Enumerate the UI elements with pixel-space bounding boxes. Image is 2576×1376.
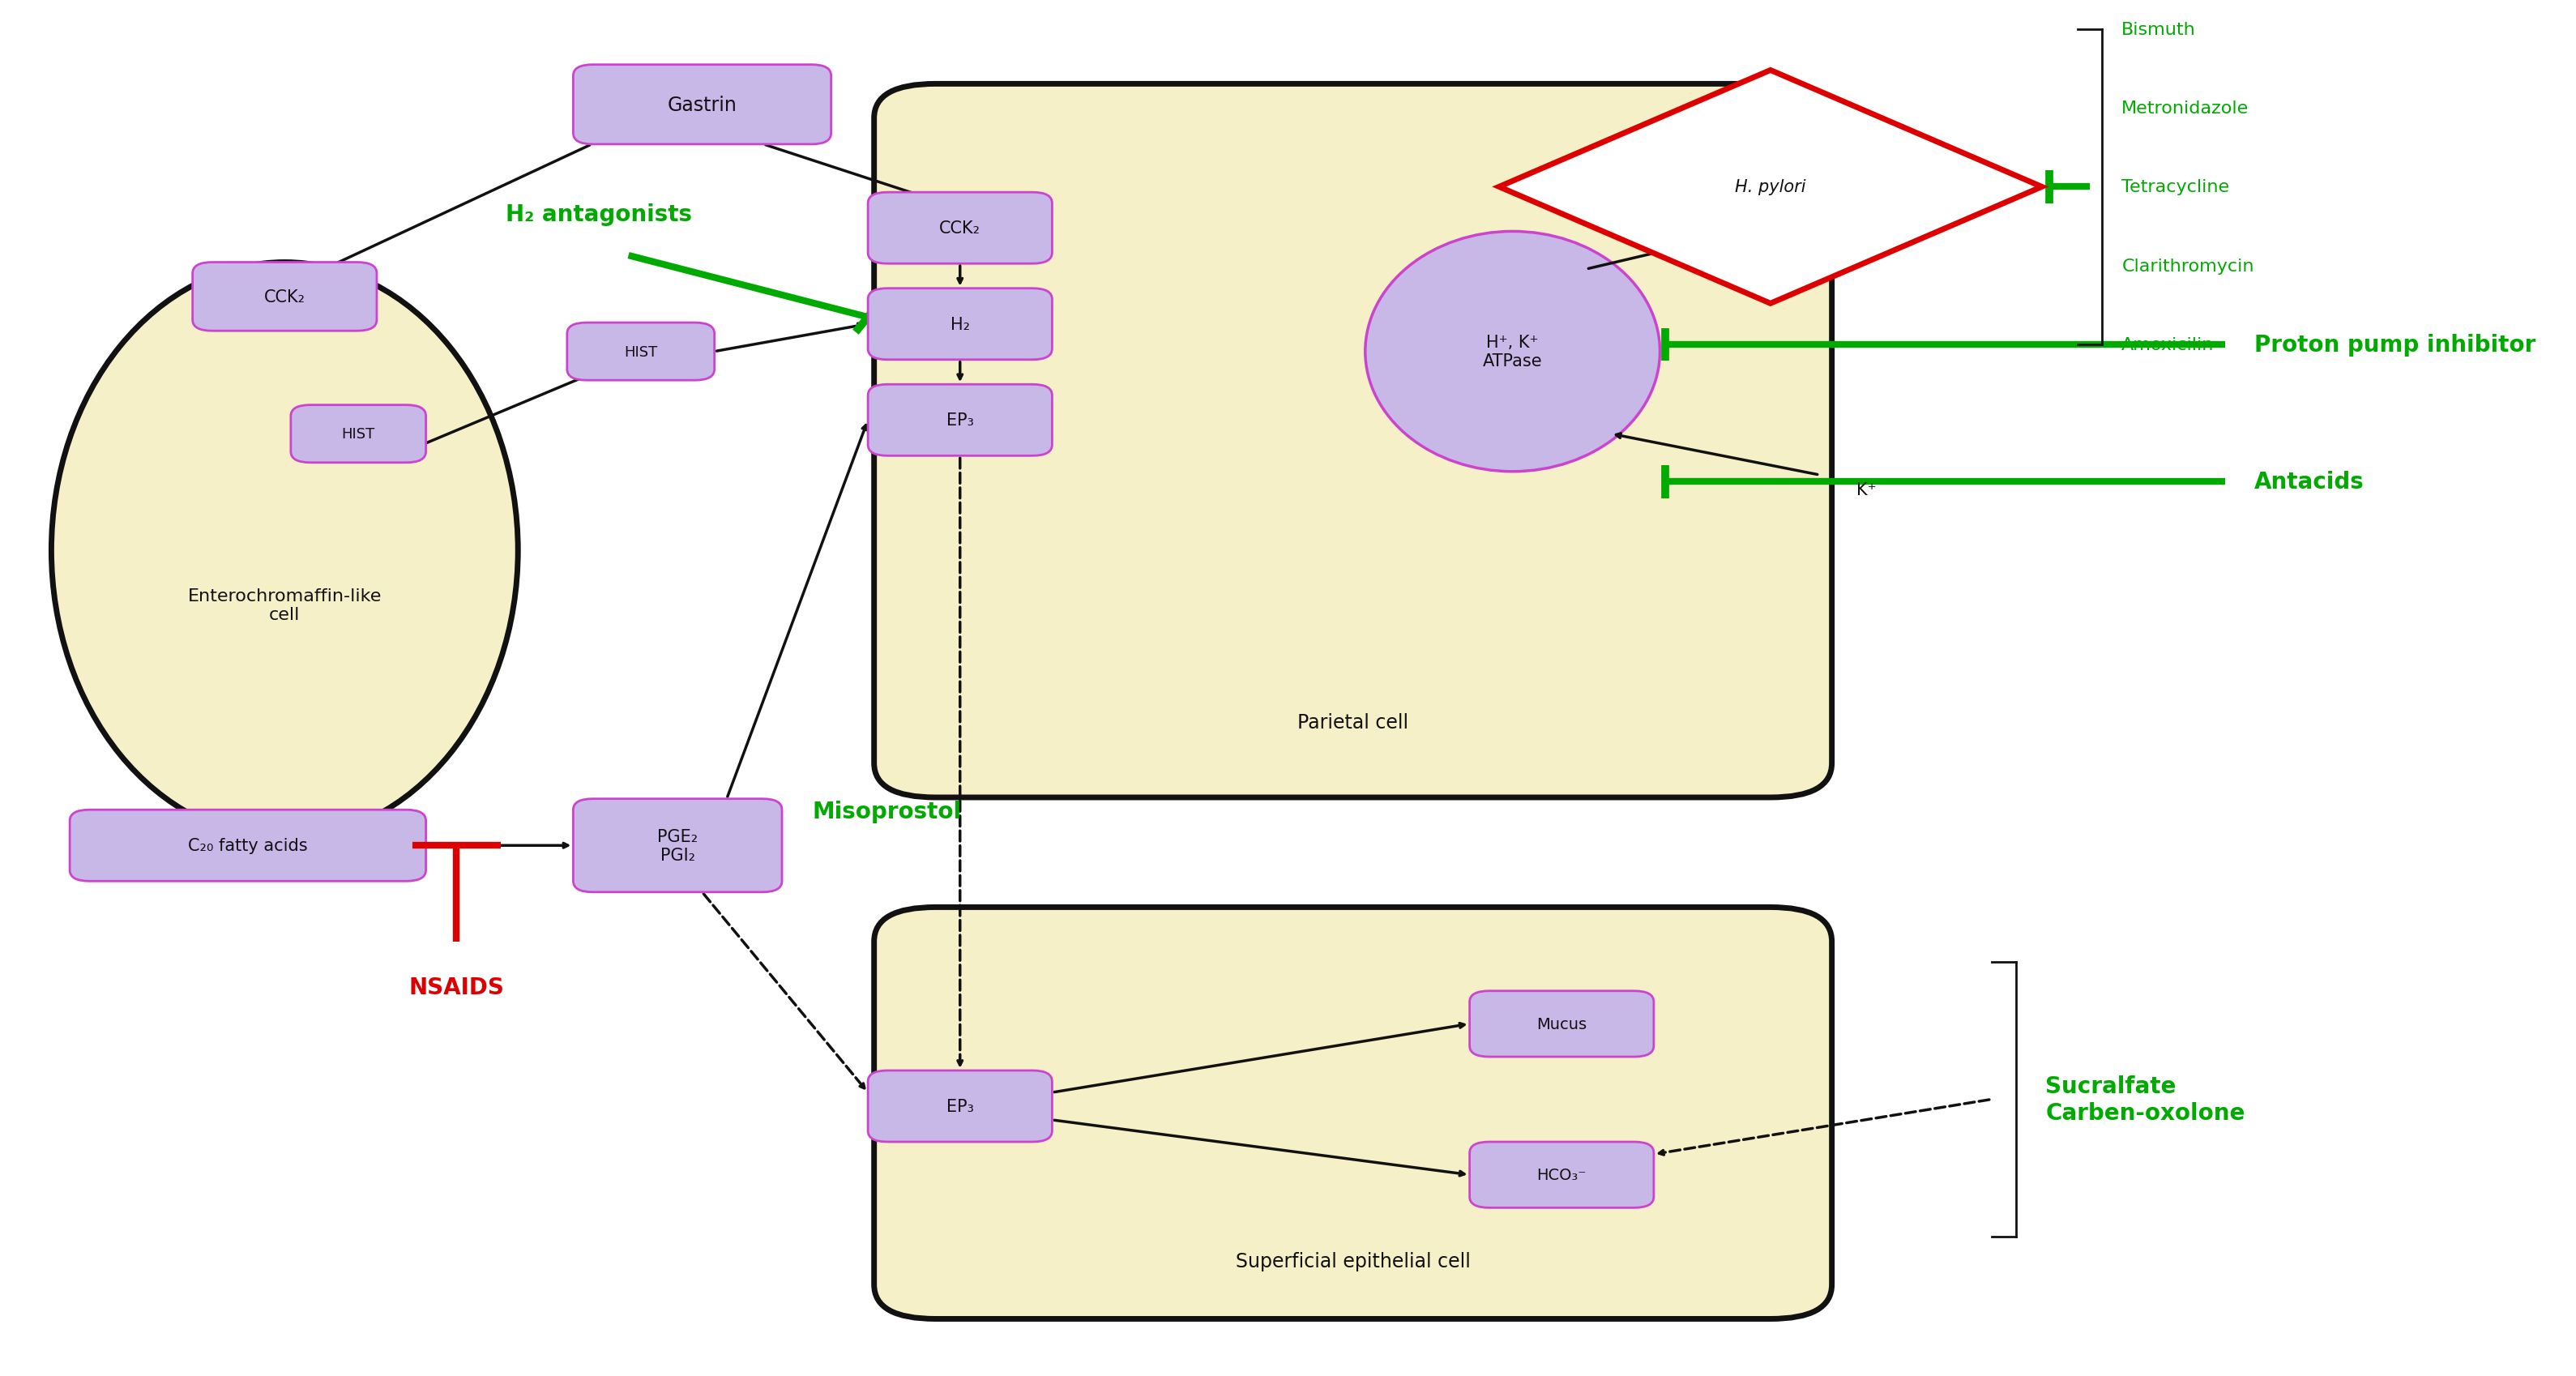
Text: EP₃: EP₃	[945, 1098, 974, 1115]
FancyBboxPatch shape	[193, 263, 376, 332]
Text: H⁺, K⁺
ATPase: H⁺, K⁺ ATPase	[1484, 334, 1543, 370]
Text: H⁺: H⁺	[1857, 184, 1878, 201]
Text: CCK₂: CCK₂	[940, 220, 981, 237]
FancyBboxPatch shape	[868, 193, 1051, 264]
Text: Amoxicilin: Amoxicilin	[2123, 337, 2215, 354]
FancyBboxPatch shape	[868, 1071, 1051, 1142]
FancyBboxPatch shape	[873, 84, 1832, 798]
Ellipse shape	[1365, 233, 1659, 472]
Text: Gastrin: Gastrin	[667, 95, 737, 114]
Text: C₂₀ fatty acids: C₂₀ fatty acids	[188, 838, 307, 854]
FancyBboxPatch shape	[868, 289, 1051, 361]
Text: NSAIDS: NSAIDS	[410, 976, 505, 999]
Text: HIST: HIST	[623, 345, 657, 359]
FancyBboxPatch shape	[873, 907, 1832, 1318]
FancyBboxPatch shape	[70, 810, 425, 882]
Text: Enterochromaffin-like
cell: Enterochromaffin-like cell	[188, 588, 381, 623]
Text: PGE₂
PGI₂: PGE₂ PGI₂	[657, 828, 698, 863]
Text: Misoprostol: Misoprostol	[811, 799, 961, 823]
FancyBboxPatch shape	[1468, 1142, 1654, 1208]
FancyBboxPatch shape	[1468, 991, 1654, 1057]
Text: Tetracycline: Tetracycline	[2123, 179, 2228, 195]
FancyBboxPatch shape	[291, 406, 425, 464]
Text: Proton pump inhibitor: Proton pump inhibitor	[2254, 334, 2535, 356]
Text: HIST: HIST	[343, 427, 376, 442]
Text: Mucus: Mucus	[1535, 1017, 1587, 1032]
Text: H₂ antagonists: H₂ antagonists	[505, 204, 693, 226]
Text: Bismuth: Bismuth	[2123, 22, 2195, 37]
Text: HCO₃⁻: HCO₃⁻	[1538, 1167, 1587, 1182]
Text: K⁺: K⁺	[1857, 482, 1875, 498]
FancyBboxPatch shape	[574, 799, 783, 893]
FancyBboxPatch shape	[567, 323, 714, 381]
FancyBboxPatch shape	[868, 385, 1051, 457]
Text: H. pylori: H. pylori	[1736, 179, 1806, 195]
Text: Metronidazole: Metronidazole	[2123, 100, 2249, 117]
Ellipse shape	[52, 263, 518, 839]
Text: Antacids: Antacids	[2254, 471, 2365, 494]
Text: Parietal cell: Parietal cell	[1298, 713, 1409, 732]
Text: Clarithromycin: Clarithromycin	[2123, 259, 2254, 274]
Text: EP₃: EP₃	[945, 413, 974, 429]
Text: Sucralfate
Carben-oxolone: Sucralfate Carben-oxolone	[2045, 1075, 2246, 1124]
Polygon shape	[1499, 70, 2043, 304]
Text: CCK₂: CCK₂	[263, 289, 307, 305]
Text: Superficial epithelial cell: Superficial epithelial cell	[1236, 1252, 1471, 1271]
Text: H₂: H₂	[951, 316, 969, 333]
FancyBboxPatch shape	[574, 65, 832, 144]
